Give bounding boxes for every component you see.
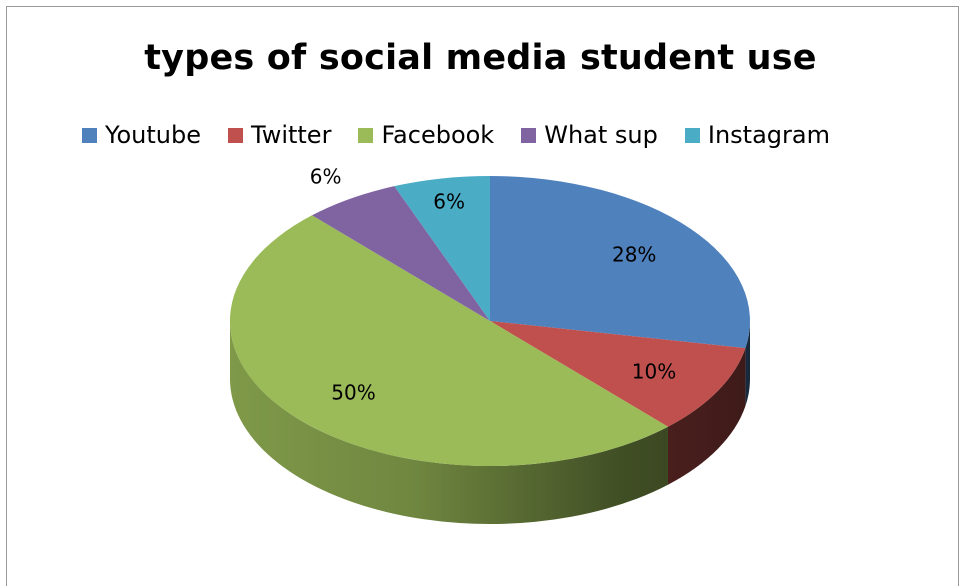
pie-labels: 28% 10% 50% 6% 6% <box>310 165 676 405</box>
pie-slice-youtube <box>490 176 751 349</box>
pie-tops <box>229 176 751 467</box>
legend-item-youtube: Youtube <box>82 121 201 149</box>
legend-label-facebook: Facebook <box>381 121 495 149</box>
pie-sides <box>230 321 750 524</box>
legend-label-what-sup: What sup <box>544 121 658 149</box>
legend-swatch-what-sup <box>521 127 537 143</box>
legend: Youtube Twitter Facebook What sup Instag… <box>82 117 830 153</box>
pie-side-facebook <box>230 321 668 524</box>
chart-title: types of social media student use <box>144 38 817 78</box>
legend-item-what-sup: What sup <box>521 121 658 149</box>
legend-swatch-youtube <box>82 127 97 143</box>
legend-swatch-facebook <box>358 127 374 143</box>
pie-slice-what-sup <box>312 186 490 321</box>
data-label-youtube: 28% <box>612 243 656 267</box>
data-label-what-sup: 6% <box>310 165 342 189</box>
data-label-instagram: 6% <box>433 189 465 213</box>
legend-item-facebook: Facebook <box>358 121 494 149</box>
legend-item-twitter: Twitter <box>228 121 331 149</box>
pie-slice-instagram <box>394 176 490 321</box>
legend-label-youtube: Youtube <box>105 121 201 149</box>
legend-label-twitter: Twitter <box>251 121 332 149</box>
data-label-twitter: 10% <box>632 359 676 383</box>
pie-slice-twitter <box>490 321 746 427</box>
legend-item-instagram: Instagram <box>684 121 830 149</box>
pie-side-twitter <box>667 348 746 485</box>
data-label-facebook: 50% <box>331 381 375 405</box>
legend-swatch-instagram <box>684 127 700 143</box>
legend-label-instagram: Instagram <box>707 121 830 149</box>
legend-swatch-twitter <box>228 127 243 143</box>
pie-side-youtube <box>745 321 750 407</box>
pie-slice-facebook <box>229 215 668 467</box>
